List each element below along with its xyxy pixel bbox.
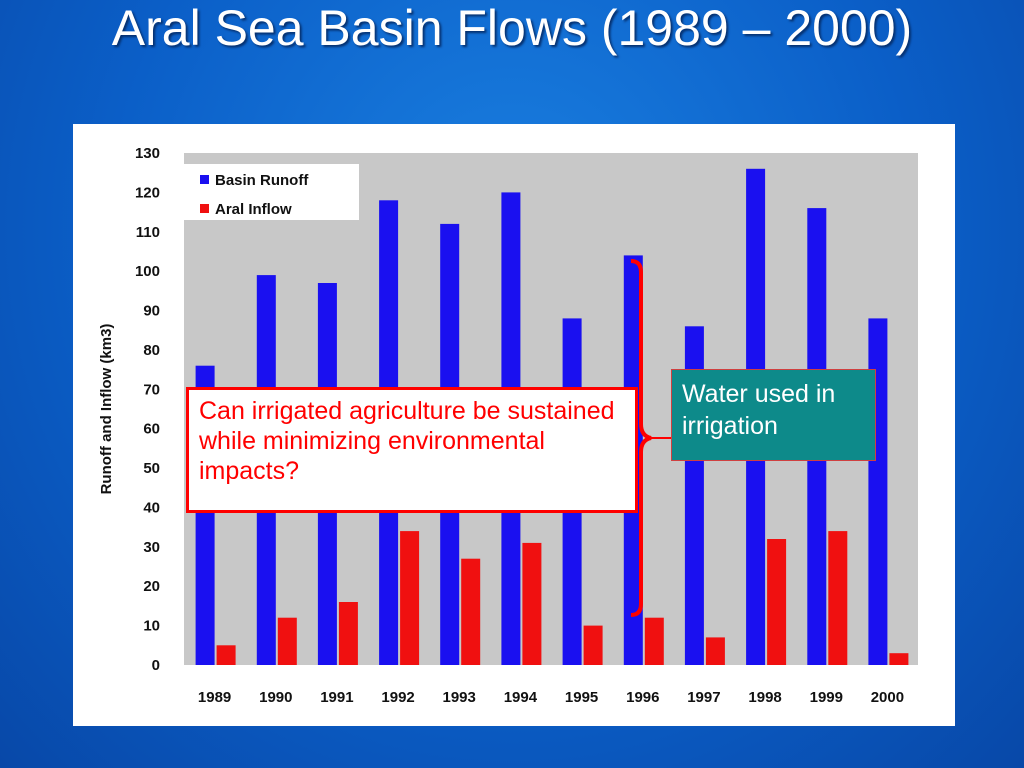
- y-tick-label: 0: [152, 657, 160, 674]
- x-tick-label: 1995: [565, 689, 598, 706]
- y-tick-label: 90: [143, 303, 160, 320]
- x-tick-label: 1992: [381, 689, 414, 706]
- legend-box: [183, 164, 359, 220]
- x-tick-label: 1991: [320, 689, 353, 706]
- x-tick-label: 1998: [748, 689, 781, 706]
- y-tick-label: 60: [143, 421, 160, 438]
- bar-aral-inflow-1997: [705, 637, 725, 665]
- y-tick-label: 100: [135, 263, 160, 280]
- bar-aral-inflow-1998: [767, 539, 787, 665]
- y-tick-label: 70: [143, 381, 160, 398]
- legend-label-basin-runoff: Basin Runoff: [215, 172, 309, 189]
- y-tick-label: 120: [135, 184, 160, 201]
- bar-aral-inflow-2000: [889, 653, 909, 665]
- x-tick-label: 2000: [871, 689, 904, 706]
- x-tick-label: 1997: [687, 689, 720, 706]
- y-tick-label: 20: [143, 578, 160, 595]
- legend-swatch-basin-runoff: [200, 175, 209, 184]
- x-tick-label: 1989: [198, 689, 231, 706]
- y-tick-label: 80: [143, 342, 160, 359]
- legend-label-aral-inflow: Aral Inflow: [215, 201, 292, 218]
- bar-aral-inflow-1991: [338, 602, 358, 665]
- bar-aral-inflow-1989: [216, 645, 236, 665]
- bar-aral-inflow-1996: [644, 617, 664, 665]
- y-tick-label: 110: [136, 224, 160, 241]
- y-tick-label: 10: [143, 618, 160, 635]
- y-axis-label: Runoff and Inflow (km3): [98, 324, 115, 495]
- bar-aral-inflow-1993: [461, 558, 481, 665]
- question-annotation: Can irrigated agriculture be sustained w…: [186, 387, 638, 513]
- bar-aral-inflow-1995: [583, 625, 603, 665]
- legend-swatch-aral-inflow: [200, 204, 209, 213]
- x-tick-label: 1993: [443, 689, 476, 706]
- y-tick-labels: 0 10 20 30 40 50 60 70 80 90 100 110 120 130: [135, 145, 160, 674]
- bar-aral-inflow-1990: [277, 617, 297, 665]
- bar-aral-inflow-1994: [522, 542, 542, 665]
- bar-aral-inflow-1999: [828, 531, 848, 665]
- x-tick-labels: 1989 1990 1991 1992 1993 1994 1995 1996 1997 1998…: [198, 689, 904, 706]
- y-tick-label: 130: [135, 145, 160, 162]
- irrigation-callout: Water used in irrigation: [671, 369, 876, 461]
- x-tick-label: 1996: [626, 689, 659, 706]
- x-tick-label: 1999: [810, 689, 843, 706]
- legend: Basin Runoff Aral Inflow: [183, 164, 359, 220]
- y-tick-label: 50: [143, 460, 160, 477]
- y-tick-label: 30: [143, 539, 160, 556]
- slide-title: Aral Sea Basin Flows (1989 – 2000): [111, 0, 913, 56]
- x-tick-label: 1994: [504, 689, 538, 706]
- y-tick-label: 40: [143, 500, 160, 517]
- bar-aral-inflow-1992: [400, 531, 420, 665]
- x-tick-label: 1990: [259, 689, 292, 706]
